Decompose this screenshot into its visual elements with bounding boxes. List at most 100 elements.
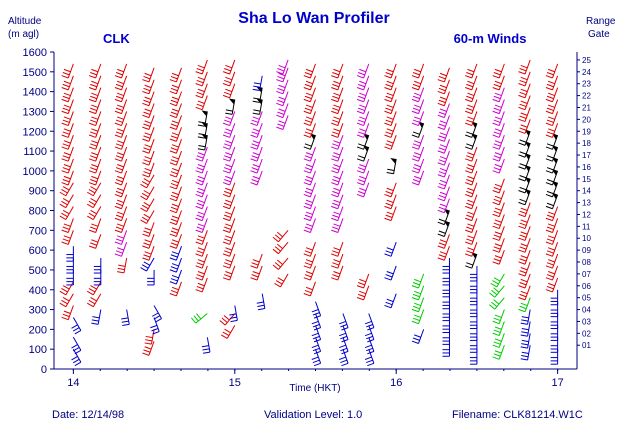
barb-feather [492, 213, 500, 218]
barb-feather [91, 164, 99, 168]
wind-barb [61, 99, 74, 115]
barb-shaft [390, 111, 397, 126]
wind-barb [442, 293, 450, 310]
barb-feather [466, 119, 474, 123]
barb-feather [195, 170, 203, 174]
barb-shaft [363, 182, 370, 198]
barb-feather [412, 317, 420, 322]
wind-barb [303, 75, 316, 91]
wind-barb [252, 86, 263, 103]
barb-feather [493, 155, 501, 159]
wind-barb [222, 218, 236, 233]
barb-feather [115, 119, 123, 123]
barb-feather [467, 199, 475, 204]
barb-shaft [524, 273, 531, 289]
wind-barb [114, 182, 128, 198]
wind-barb [437, 198, 450, 214]
barb-feather [303, 265, 311, 269]
barb-shaft [148, 139, 155, 154]
barb-feather [252, 88, 260, 92]
barb-feather [222, 83, 230, 87]
barb-feather [548, 235, 555, 239]
barb-feather [90, 209, 97, 215]
barb-shaft [363, 158, 370, 174]
y-tick-label: 600 [29, 245, 47, 257]
barb-shaft [201, 265, 208, 281]
wind-barb [303, 87, 316, 103]
barb-feather [333, 128, 341, 132]
barb-feather [115, 107, 123, 112]
barb-shaft [229, 135, 236, 150]
barb-feather [170, 266, 178, 270]
wind-barb [61, 218, 74, 233]
wind-barb [331, 170, 344, 186]
wind-barb [169, 115, 182, 130]
barb-shaft [229, 123, 236, 138]
barb-feather [493, 83, 501, 88]
wind-barb [114, 206, 128, 222]
barb-feather [358, 107, 365, 112]
barb-feather [332, 155, 340, 159]
barb-feather [224, 226, 231, 230]
barb-feather [545, 241, 553, 245]
wind-barb [195, 158, 208, 174]
wind-barb [140, 186, 155, 201]
barb-feather [225, 128, 233, 132]
barb-feather [493, 72, 501, 76]
wind-barb [384, 63, 397, 79]
barb-feather [277, 75, 285, 80]
y-tick-label: 1000 [23, 166, 47, 178]
barb-feather [492, 75, 500, 79]
barb-shaft [201, 95, 208, 110]
wind-barb [411, 170, 425, 186]
barb-feather [225, 211, 233, 215]
barb-feather [143, 201, 151, 207]
barb-feather [520, 207, 528, 211]
barb-feather [91, 128, 99, 132]
barb-shaft [148, 91, 155, 106]
wind-barb [364, 337, 375, 355]
wind-barb [518, 261, 531, 277]
barb-feather [170, 242, 178, 246]
wind-barb [276, 79, 289, 95]
wind-barb [86, 281, 102, 296]
wind-barb [492, 345, 505, 360]
barb-feather [333, 223, 341, 227]
barb-shaft [443, 150, 450, 166]
barb-feather [438, 99, 446, 104]
barb-shaft [146, 174, 155, 189]
barb-feather [143, 99, 151, 104]
barb-shaft [471, 230, 478, 245]
wind-barb [331, 158, 344, 174]
barb-shaft [471, 218, 478, 233]
barb-shaft [337, 87, 344, 102]
wind-barb [272, 229, 289, 243]
barb-feather [333, 92, 341, 97]
barb-shaft [363, 135, 370, 150]
barb-feather [386, 104, 394, 108]
barb-feather [548, 211, 555, 215]
barb-feather [437, 209, 445, 214]
barb-feather [303, 193, 311, 198]
barb-feather [304, 83, 312, 88]
wind-barb [411, 158, 425, 174]
barb-feather [274, 246, 281, 252]
barb-shaft [498, 99, 505, 114]
barb-shaft [471, 63, 478, 79]
wind-barb [169, 127, 182, 142]
barb-feather [545, 158, 553, 162]
barb-feather [385, 72, 393, 76]
barb-shaft [418, 273, 425, 289]
barb-feather [359, 164, 367, 168]
barb-shaft [67, 158, 74, 174]
wind-barb [250, 158, 263, 174]
wind-barb [222, 135, 236, 150]
barb-feather [143, 147, 151, 151]
barb-feather [519, 305, 527, 310]
barb-feather [494, 152, 502, 156]
barb-feather [305, 199, 313, 204]
barb-feather [63, 235, 71, 239]
barb-shaft [278, 241, 289, 255]
barb-feather [142, 257, 150, 261]
